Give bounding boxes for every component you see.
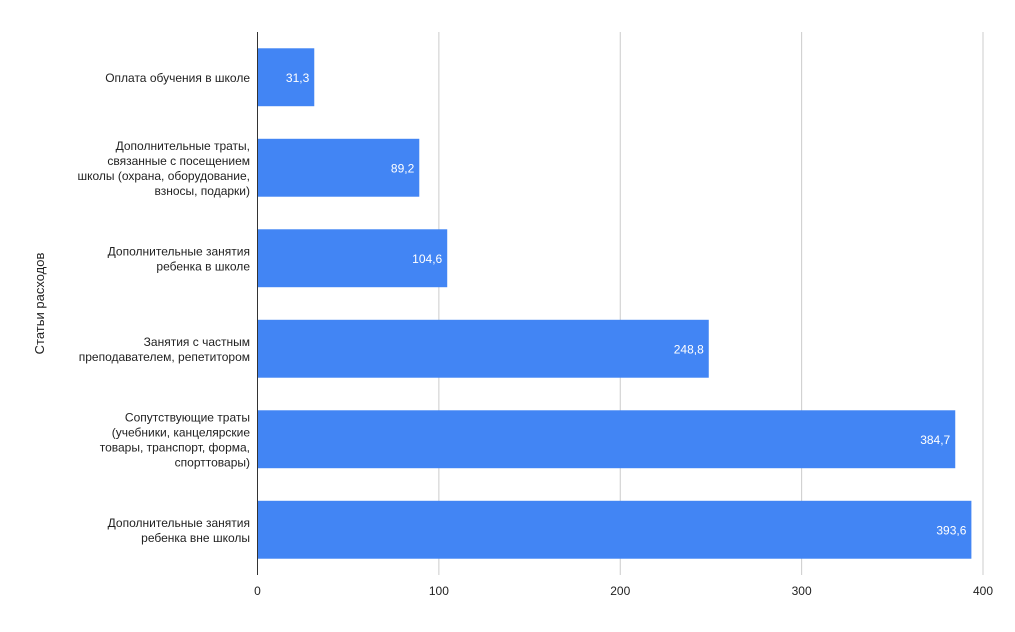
data-label: 89,2 [391,161,415,175]
x-tick-label: 200 [610,584,630,598]
data-label: 384,7 [920,433,950,447]
gridlines [438,32,984,575]
category-label-line: Оплата обучения в школе [105,71,250,85]
category-label-line: преподавателем, репетитором [79,350,250,364]
bar [257,48,315,107]
data-label: 31,3 [286,71,310,85]
category-label: Занятия с частным преподавателем, репетит… [79,335,250,364]
category-label-line: ребенка вне школы [141,531,250,545]
category-label-line: Дополнительные занятия [108,244,250,258]
category-label: Дополнительные траты, связанные с посещен… [77,139,250,198]
x-tick-labels: 0 100 200 300 400 [254,584,993,598]
y-axis-title: Статьи расходов [32,253,47,355]
category-label-line: товары, транспорт, форма, [100,440,250,454]
category-label-line: Дополнительные траты, [116,139,250,153]
x-tick-label: 300 [792,584,812,598]
category-label: Дополнительные занятия ребенка в школе [108,244,251,273]
category-label-line: спорттовары) [175,455,250,469]
data-labels: 31,3 89,2 104,6 248,8 384,7 393,6 [286,71,967,538]
x-tick-label: 100 [429,584,449,598]
x-tick-label: 400 [973,584,993,598]
category-label-line: ребенка в школе [156,259,250,273]
category-label-line: Дополнительные занятия [108,516,250,530]
category-label-line: связанные с посещением [107,154,250,168]
bar [257,138,420,197]
x-tick-label: 0 [254,584,261,598]
category-label-line: Сопутствующие траты [125,410,250,424]
category-label: Дополнительные занятия ребенка вне школы [108,516,250,545]
bar [257,410,956,469]
bar [257,500,972,559]
data-label: 248,8 [674,342,704,356]
category-label-line: (учебники, канцелярские [112,425,251,439]
data-label: 393,6 [936,523,966,537]
bars [257,48,972,559]
bar [257,229,448,288]
bar [257,319,709,378]
data-label: 104,6 [412,252,442,266]
category-label: Оплата обучения в школе [105,71,250,85]
category-label-line: школы (охрана, оборудование, [77,169,250,183]
category-label-line: Занятия с частным [144,335,250,349]
category-label: Сопутствующие траты (учебники, канцелярск… [100,410,251,469]
category-label-line: взносы, подарки) [154,184,250,198]
category-labels: Оплата обучения в школе Дополнительные тр… [77,71,250,545]
